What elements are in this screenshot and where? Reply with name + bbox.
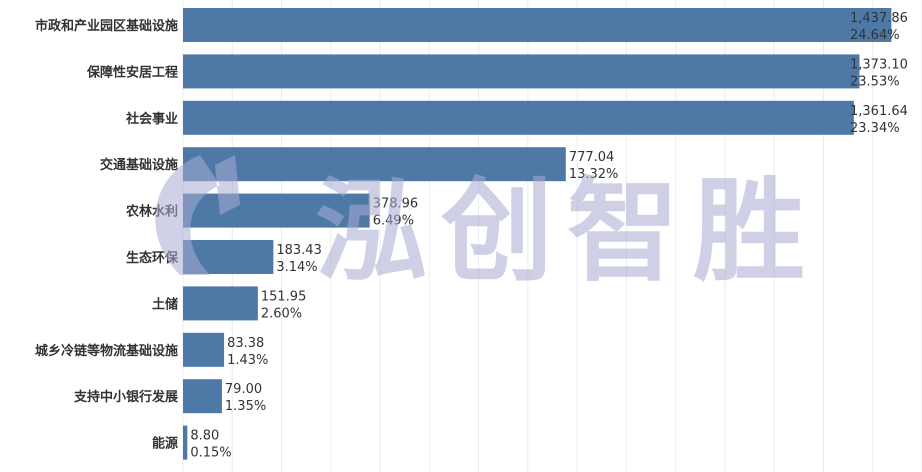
bar xyxy=(183,147,566,182)
bar xyxy=(183,54,860,89)
category-label: 生态环保 xyxy=(126,250,179,266)
value-label: 378.96 xyxy=(373,197,419,212)
percent-label: 6.49% xyxy=(373,214,414,229)
percent-label: 0.15% xyxy=(190,446,231,461)
category-label: 交通基础设施 xyxy=(100,157,178,173)
percent-label: 1.43% xyxy=(227,353,268,368)
value-label: 79.00 xyxy=(225,382,262,397)
percent-label: 2.60% xyxy=(261,306,302,321)
bar xyxy=(183,100,854,135)
value-label: 83.38 xyxy=(227,336,264,351)
percent-label: 24.64% xyxy=(850,28,900,43)
value-label: 1,437.86 xyxy=(850,11,908,26)
bar xyxy=(183,8,892,42)
value-label: 8.80 xyxy=(190,429,219,444)
bar xyxy=(183,240,274,274)
category-label: 能源 xyxy=(152,436,178,452)
bar xyxy=(183,193,370,228)
value-label: 1,361.64 xyxy=(850,104,908,119)
bar xyxy=(183,425,188,460)
labels: 市政和产业园区基础设施 1,437.86 24.64% 保障性安居工程 1,373.10… xyxy=(35,11,908,461)
value-label: 183.43 xyxy=(276,243,322,258)
category-label: 土储 xyxy=(152,296,178,312)
percent-label: 13.32% xyxy=(569,167,619,182)
value-label: 151.95 xyxy=(261,289,307,304)
category-label: 社会事业 xyxy=(125,111,178,127)
percent-label: 3.14% xyxy=(276,260,317,275)
bar xyxy=(183,286,258,321)
percent-label: 23.53% xyxy=(850,74,900,89)
bar xyxy=(183,379,222,414)
percent-label: 1.35% xyxy=(225,399,266,414)
category-label: 支持中小银行发展 xyxy=(73,389,179,405)
bars xyxy=(183,8,892,460)
category-label: 保障性安居工程 xyxy=(86,64,178,80)
value-label: 777.04 xyxy=(569,150,615,165)
category-label: 城乡冷链等物流基础设施 xyxy=(35,343,178,359)
percent-label: 23.34% xyxy=(850,121,900,136)
category-label: 市政和产业园区基础设施 xyxy=(35,18,178,34)
value-label: 1,373.10 xyxy=(850,57,908,72)
category-label: 农林水利 xyxy=(125,204,178,220)
bar xyxy=(183,332,225,367)
